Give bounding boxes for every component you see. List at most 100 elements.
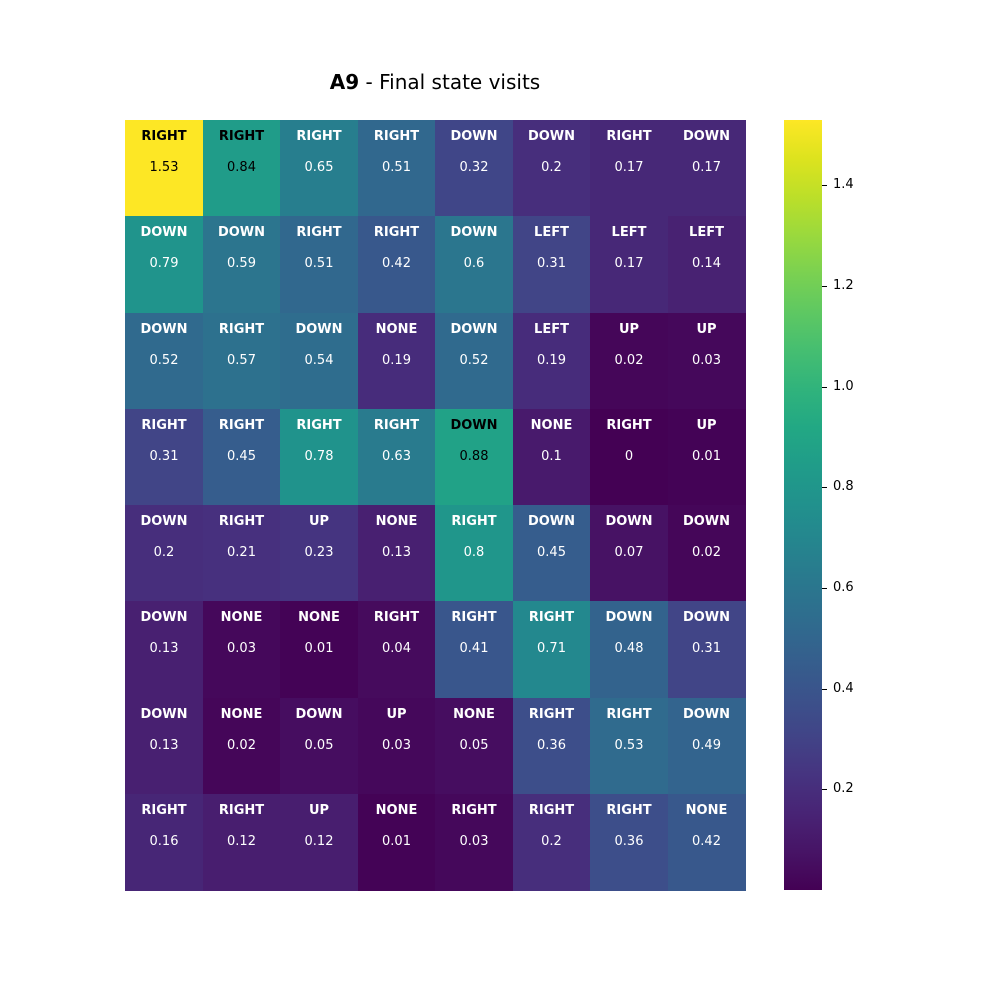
cell-value-label: 0.03: [459, 833, 489, 849]
cell-value-label: 0.16: [149, 833, 179, 849]
cell-value-label: 0.41: [459, 641, 489, 657]
cell-action-label: RIGHT: [528, 706, 575, 722]
cell-action-label: RIGHT: [451, 514, 497, 529]
cell-value-label: 0.13: [149, 641, 179, 657]
cell-value-label: 0.45: [227, 448, 256, 464]
cell-value-label: 0.31: [692, 641, 721, 657]
cell-value-label: 0.36: [537, 737, 566, 753]
cell-action-label: NONE: [685, 802, 728, 818]
cell-value-label: 0.49: [692, 737, 721, 753]
heatmap-cell: RIGHT 0.8: [435, 505, 513, 602]
heatmap-cell: RIGHT 0.04: [357, 601, 436, 698]
cell-value-label: 0.54: [304, 352, 334, 368]
cell-value-label: 0.21: [227, 545, 256, 560]
heatmap-cell: DOWN 0.45: [512, 505, 591, 602]
cell-action-label: UP: [696, 321, 717, 337]
heatmap-cell: DOWN 0.13: [125, 601, 203, 698]
cell-action-label: RIGHT: [141, 129, 187, 144]
heatmap-cell: RIGHT 0.17: [590, 120, 668, 217]
heatmap-cell: RIGHT 0: [590, 408, 668, 506]
heatmap-cell: DOWN 0.54: [280, 312, 358, 410]
heatmap-cell: RIGHT 0.42: [357, 216, 436, 313]
cell-value-label: 0.57: [227, 352, 256, 368]
colorbar: [784, 120, 822, 890]
cell-action-label: RIGHT: [296, 417, 342, 433]
cell-value-label: 0.17: [692, 160, 721, 175]
cell-value-label: 0.01: [382, 833, 411, 849]
cell-action-label: RIGHT: [373, 610, 420, 626]
heatmap-cell: NONE 0.03: [202, 601, 281, 698]
cell-value-label: 0.42: [382, 256, 411, 272]
heatmap-cell: NONE 0.19: [357, 312, 436, 410]
cell-action-label: UP: [696, 417, 717, 433]
cell-value-label: 0.2: [153, 545, 175, 560]
cell-action-label: RIGHT: [218, 417, 265, 433]
heatmap-cell: DOWN 0.52: [435, 312, 513, 410]
heatmap-cell: NONE 0.13: [357, 505, 436, 602]
cell-action-label: UP: [308, 802, 330, 818]
heatmap-grid: RIGHT 1.53 RIGHT 0.84 RIGHT 0.65 RIGHT 0.51 DOWN…: [125, 120, 746, 891]
cell-value-label: 0.32: [459, 160, 489, 175]
cell-action-label: RIGHT: [606, 417, 652, 433]
heatmap-cell: NONE 0.42: [667, 793, 746, 891]
chart-title: A9 - Final state visits: [0, 70, 870, 94]
colorbar-tick-label: 1.4: [833, 177, 854, 193]
cell-action-label: DOWN: [140, 321, 188, 337]
cell-value-label: 0.17: [614, 160, 644, 175]
colorbar-tick-label: 0.8: [833, 479, 854, 495]
cell-action-label: DOWN: [450, 321, 498, 337]
cell-action-label: NONE: [530, 417, 573, 433]
cell-action-label: UP: [308, 514, 330, 529]
cell-action-label: RIGHT: [296, 225, 342, 241]
cell-value-label: 0.03: [227, 641, 256, 657]
cell-value-label: 0.79: [149, 256, 179, 272]
cell-value-label: 0.02: [227, 737, 256, 753]
heatmap-cell: UP 0.23: [280, 505, 358, 602]
cell-action-label: DOWN: [605, 610, 653, 626]
chart-title-bold: A9: [329, 70, 360, 94]
cell-value-label: 0.03: [382, 737, 411, 753]
cell-value-label: 0.78: [304, 448, 334, 464]
heatmap-cell: NONE 0.01: [357, 793, 436, 891]
cell-action-label: DOWN: [295, 706, 343, 722]
cell-action-label: DOWN: [450, 417, 498, 433]
cell-value-label: 0.13: [149, 737, 179, 753]
heatmap-cell: RIGHT 0.21: [202, 505, 281, 602]
cell-action-label: RIGHT: [218, 802, 265, 818]
cell-action-label: NONE: [375, 514, 418, 529]
heatmap-cell: DOWN 0.31: [667, 601, 746, 698]
heatmap-cell: RIGHT 0.03: [435, 793, 513, 891]
heatmap-cell: RIGHT 0.51: [280, 216, 358, 313]
heatmap-cell: DOWN 0.88: [435, 408, 513, 506]
heatmap-cell: RIGHT 0.57: [202, 312, 281, 410]
heatmap-cell: RIGHT 0.36: [512, 697, 591, 795]
colorbar-tick-mark: [822, 185, 827, 187]
colorbar-tick-label: 0.2: [833, 781, 854, 797]
cell-value-label: 0.36: [614, 833, 644, 849]
cell-action-label: DOWN: [140, 514, 188, 529]
cell-action-label: RIGHT: [218, 129, 265, 144]
cell-value-label: 0.31: [537, 256, 566, 272]
heatmap-cell: NONE 0.05: [435, 697, 513, 795]
heatmap-cell: RIGHT 0.45: [202, 408, 281, 506]
cell-action-label: NONE: [453, 706, 495, 722]
cell-value-label: 0.63: [382, 448, 411, 464]
cell-action-label: DOWN: [527, 514, 576, 529]
colorbar-tick-mark: [822, 487, 827, 489]
cell-action-label: DOWN: [140, 225, 188, 241]
cell-action-label: RIGHT: [606, 802, 652, 818]
cell-value-label: 0.05: [459, 737, 489, 753]
cell-value-label: 0.2: [541, 833, 562, 849]
heatmap-cell: DOWN 0.59: [202, 216, 281, 313]
heatmap-cell: DOWN 0.2: [125, 505, 203, 602]
heatmap-cell: RIGHT 1.53: [125, 120, 203, 217]
cell-value-label: 0.84: [227, 160, 256, 175]
heatmap-cell: DOWN 0.07: [590, 505, 668, 602]
cell-value-label: 0.6: [463, 256, 485, 272]
cell-value-label: 0.02: [614, 352, 644, 368]
heatmap-cell: DOWN 0.13: [125, 697, 203, 795]
heatmap-cell: NONE 0.1: [512, 408, 591, 506]
cell-action-label: NONE: [298, 610, 340, 626]
heatmap-cell: DOWN 0.49: [667, 697, 746, 795]
cell-action-label: DOWN: [527, 129, 576, 144]
